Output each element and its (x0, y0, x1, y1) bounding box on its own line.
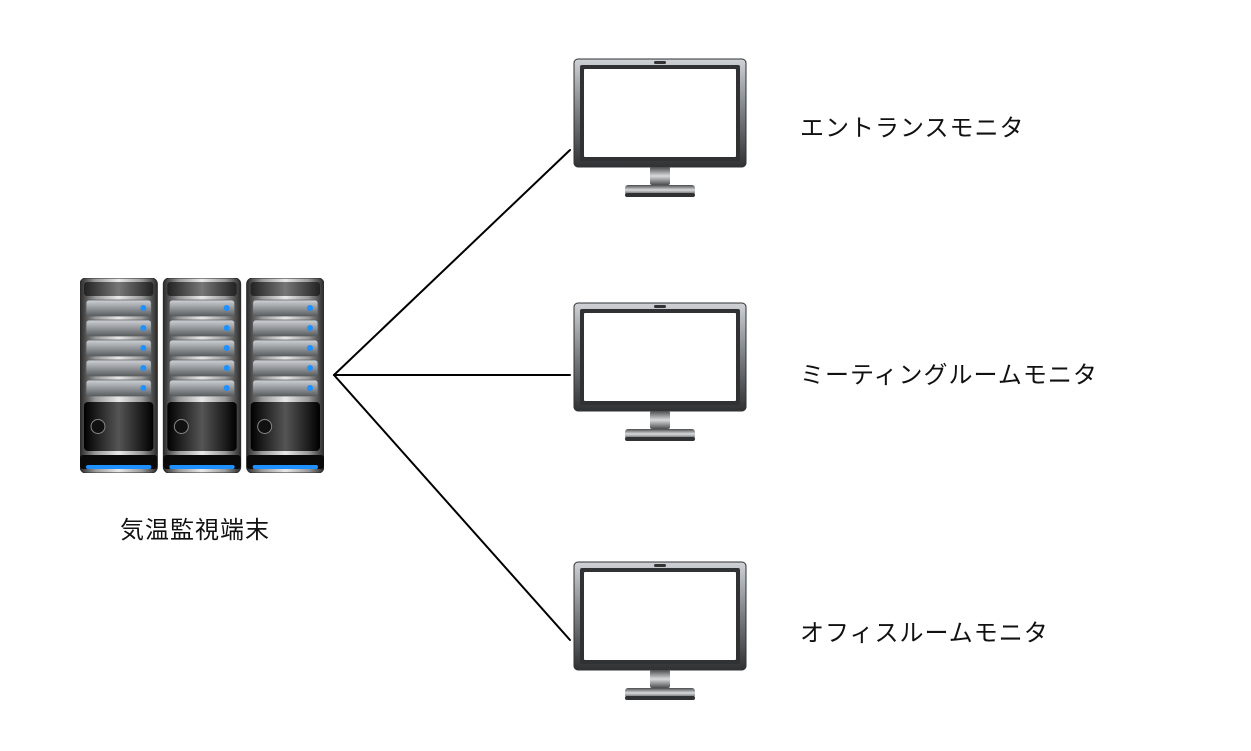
server-cluster-icon (80, 278, 324, 473)
server-label: 気温監視端末 (120, 510, 270, 545)
monitor-label-1: ミーティングルームモニタ (800, 355, 1098, 390)
monitor-label-0: エントランスモニタ (800, 108, 1025, 143)
monitor-icon (570, 299, 750, 449)
monitor-label-2: オフィスルームモニタ (800, 613, 1049, 648)
monitor-icon (570, 55, 750, 205)
diagram-stage: 気温監視端末 エントランスモニタ ミーティングルームモニタ オフィスルームモニタ (0, 0, 1251, 751)
monitor-icon (570, 558, 750, 708)
